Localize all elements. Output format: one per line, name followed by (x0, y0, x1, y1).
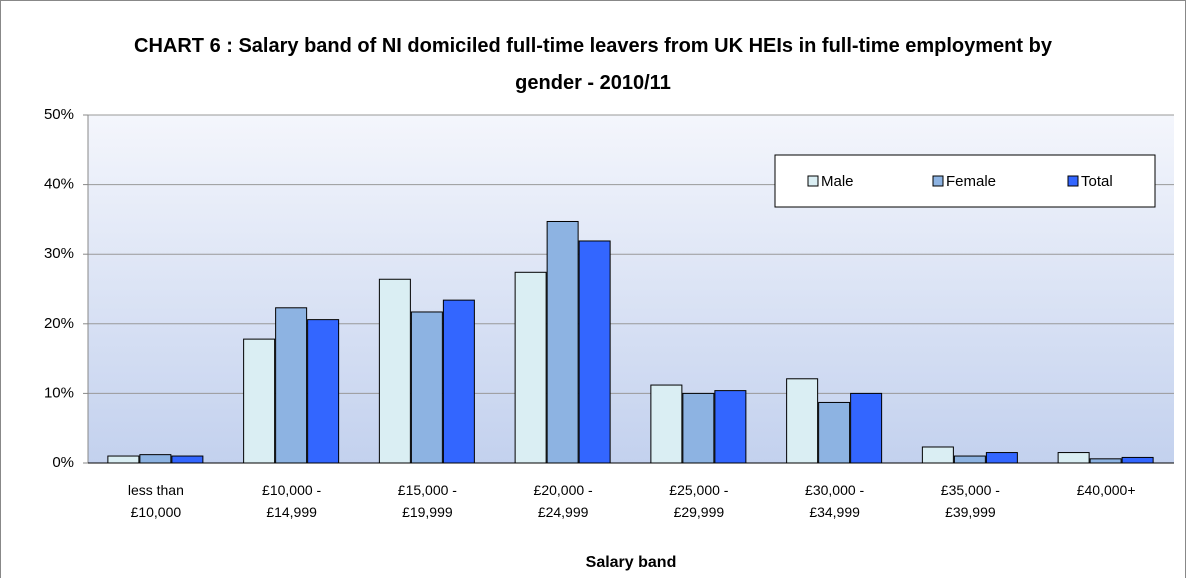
y-tick-label: 0% (52, 454, 74, 471)
y-tick-label: 50% (44, 106, 74, 123)
chart-title: CHART 6 : Salary band of NI domiciled fu… (134, 35, 1052, 94)
bar (546, 220, 579, 464)
bar (442, 299, 475, 464)
bar (307, 319, 340, 464)
bar (275, 307, 308, 464)
bar (1057, 452, 1090, 464)
bar (714, 390, 747, 464)
y-tick-label: 20% (44, 315, 74, 332)
bar (953, 455, 986, 464)
bar (243, 338, 276, 464)
x-tick-label: £30,000 - £34,999 (805, 482, 865, 520)
legend-label: Total (1081, 173, 1113, 190)
legend-swatch (932, 175, 944, 187)
legend-swatch (807, 175, 819, 187)
bar (578, 240, 611, 464)
bar (410, 311, 443, 464)
legend-swatch (1067, 175, 1079, 187)
bar (1121, 456, 1154, 464)
bar (514, 271, 547, 464)
bar (921, 446, 954, 464)
x-tick-label: £20,000 - £24,999 (533, 482, 593, 520)
legend-box (774, 154, 1156, 208)
x-axis-label: Salary band (585, 554, 677, 571)
bar (171, 455, 204, 464)
y-tick-label: 40% (44, 176, 74, 193)
x-tick-label: £40,000+ (1076, 482, 1136, 498)
legend-label: Male (821, 173, 854, 190)
bar (378, 278, 411, 464)
bar (107, 455, 140, 464)
legend-label: Female (946, 173, 996, 190)
y-tick-label: 10% (44, 384, 74, 401)
x-tick-label: less than £10,000 (127, 482, 184, 520)
x-tick-label: £15,000 - £19,999 (397, 482, 457, 520)
bar (985, 452, 1018, 464)
bar (682, 392, 715, 464)
x-tick-label: £35,000 - £39,999 (940, 482, 1000, 520)
bar (818, 401, 851, 464)
y-tick-label: 30% (44, 245, 74, 262)
bar (786, 378, 819, 464)
x-tick-label: £25,000 - £29,999 (669, 482, 729, 520)
bar (139, 454, 172, 464)
bar (1089, 458, 1122, 464)
x-tick-label: £10,000 - £14,999 (262, 482, 322, 520)
bar (650, 384, 683, 464)
bar (850, 392, 883, 464)
